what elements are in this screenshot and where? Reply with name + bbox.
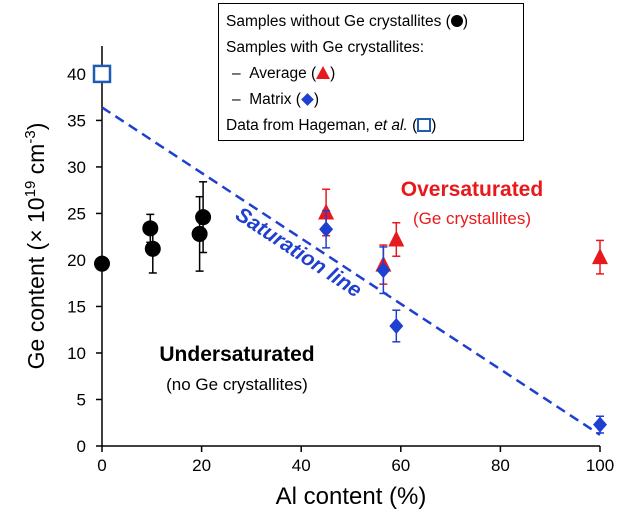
data-point-diamond	[376, 262, 391, 279]
data-point-triangle	[388, 230, 405, 247]
y-tick-label: 35	[67, 111, 86, 130]
saturation-line	[101, 106, 601, 436]
y-axis-label: Ge content (× 1019 cm-3)	[22, 123, 49, 370]
data-point-triangle	[592, 248, 608, 265]
legend-paren-close: )	[330, 65, 336, 82]
legend-dash: –	[232, 65, 241, 82]
data-point-circle	[191, 225, 208, 242]
y-tick-label: 30	[67, 158, 86, 177]
legend-text-etal: et al.	[374, 117, 408, 134]
legend-text-matrix: Matrix (	[249, 91, 301, 108]
y-tick-label: 10	[67, 344, 86, 363]
y-tick-label: 15	[67, 297, 86, 316]
legend-text-without-ge: Samples without Ge crystallites (	[226, 13, 451, 30]
legend-paren-close: )	[313, 91, 320, 108]
data-point-circle	[144, 240, 161, 257]
x-axis-label: Al content (%)	[276, 483, 427, 510]
legend-circle-marker	[450, 15, 463, 27]
data-point-diamond	[593, 416, 607, 433]
y-tick-label: 5	[77, 390, 86, 409]
data-point-diamond	[389, 318, 404, 334]
undersaturated-label: Undersaturated	[159, 343, 314, 366]
x-tick-label: 60	[391, 456, 410, 475]
legend-paren-close: )	[462, 13, 468, 30]
legend-entry-hageman: Data from Hageman, et al. ()	[226, 118, 436, 134]
data-point-circle	[94, 255, 110, 272]
saturation-line-label: Saturation line	[231, 203, 366, 303]
legend-text-with-ge: Samples with Ge crystallites:	[226, 39, 425, 56]
data-point-circle	[195, 209, 212, 226]
legend-paren-close: )	[431, 117, 437, 134]
y-tick-label: 25	[67, 204, 86, 223]
x-tick-label: 80	[491, 456, 510, 475]
data-point-square	[92, 64, 112, 84]
data-point-diamond	[319, 221, 334, 238]
x-tick-label: 20	[192, 456, 211, 475]
legend: Samples without Ge crystallites () Sampl…	[218, 3, 524, 141]
y-tick-label: 0	[77, 437, 86, 456]
legend-diamond-marker	[301, 93, 314, 106]
legend-entry-matrix: – Matrix ()	[232, 92, 319, 108]
legend-text-hageman: Data from Hageman,	[226, 117, 375, 134]
legend-entry-average: – Average ()	[232, 66, 335, 82]
oversaturated-sublabel: (Ge crystallites)	[413, 209, 531, 228]
y-tick-label: 20	[67, 251, 86, 270]
axes: 0 20 40 60 80 100 0 5 10 15 20 25 30 35 40 Al content (…	[22, 46, 614, 510]
legend-entry-without-ge: Samples without Ge crystallites ()	[226, 14, 468, 30]
legend-square-marker	[417, 118, 432, 132]
legend-dash: –	[232, 91, 241, 108]
x-tick-label: 0	[97, 456, 106, 475]
oversaturated-label: Oversaturated	[401, 178, 543, 201]
data-point-circle	[142, 220, 159, 237]
y-tick-label: 40	[67, 65, 86, 84]
legend-triangle-marker	[316, 66, 331, 79]
x-tick-label: 100	[586, 456, 614, 475]
legend-text-average: Average (	[249, 65, 317, 82]
legend-entry-with-ge: Samples with Ge crystallites:	[226, 40, 424, 56]
undersaturated-sublabel: (no Ge crystallites)	[166, 375, 308, 394]
data-marks	[92, 64, 608, 434]
x-tick-label: 40	[292, 456, 311, 475]
legend-paren-open: (	[407, 117, 418, 134]
annotations: Oversaturated (Ge crystallites) Undersatur…	[159, 178, 543, 394]
